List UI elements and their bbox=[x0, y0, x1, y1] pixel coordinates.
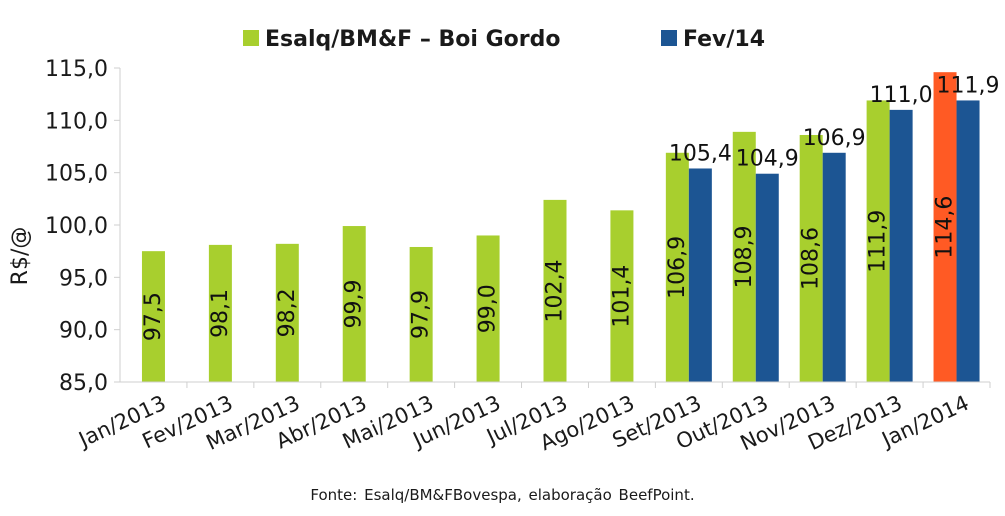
data-label-esalq: 106,9 bbox=[665, 236, 690, 299]
legend-label-esalq: Esalq/BM&F – Boi Gordo bbox=[265, 27, 560, 52]
y-tick-label: 85,0 bbox=[59, 371, 108, 396]
y-tick-label: 115,0 bbox=[45, 57, 108, 82]
bar-esalq bbox=[799, 134, 823, 382]
data-label-fev14: 111,9 bbox=[937, 73, 1000, 98]
data-label-esalq: 101,4 bbox=[609, 265, 634, 328]
bar-esalq bbox=[208, 244, 232, 382]
data-label-fev14: 106,9 bbox=[803, 126, 866, 151]
data-label-esalq: 102,4 bbox=[543, 259, 568, 322]
data-label-esalq: 98,2 bbox=[275, 288, 300, 337]
data-label-esalq: 97,9 bbox=[409, 290, 434, 339]
bar-esalq bbox=[476, 235, 500, 382]
legend-swatch-esalq bbox=[243, 30, 259, 46]
bars bbox=[141, 72, 980, 383]
bar-esalq bbox=[866, 100, 890, 383]
y-axis-label: R$/@ bbox=[8, 227, 33, 286]
legend: Esalq/BM&F – Boi Gordo Fev/14 bbox=[243, 27, 765, 52]
y-tick-label: 90,0 bbox=[59, 319, 108, 344]
bar-fev14 bbox=[956, 100, 980, 383]
bar-esalq bbox=[665, 152, 689, 382]
bar-esalq bbox=[409, 246, 433, 382]
data-label-esalq: 99,0 bbox=[476, 284, 501, 333]
bar-chart: Esalq/BM&F – Boi Gordo Fev/14 R$/@ 85,0 9… bbox=[8, 27, 1000, 455]
legend-label-fev14: Fev/14 bbox=[683, 27, 765, 52]
bar-esalq bbox=[732, 131, 756, 382]
bar-esalq bbox=[342, 226, 366, 382]
data-labels: 97,5 98,1 98,2 99,9 97,9 99,0 102,4 101,4 106,91… bbox=[141, 73, 1000, 341]
bar-fev14 bbox=[889, 109, 913, 382]
y-tick-label: 100,0 bbox=[45, 214, 108, 239]
data-label-esalq: 97,5 bbox=[141, 292, 166, 341]
legend-swatch-fev14 bbox=[661, 30, 677, 46]
bar-fev14 bbox=[822, 152, 846, 382]
data-label-fev14: 104,9 bbox=[736, 147, 799, 172]
data-label-esalq: 99,9 bbox=[342, 280, 367, 329]
source-note: Fonte: Esalq/BM&FBovespa, elaboração Bee… bbox=[310, 486, 695, 504]
bar-esalq bbox=[543, 199, 567, 382]
y-axis-ticks: 85,0 90,0 95,0 100,0 105,0 110,0 115,0 bbox=[45, 57, 120, 396]
data-label-fev14: 111,0 bbox=[870, 83, 933, 108]
data-label-esalq: 98,1 bbox=[208, 289, 233, 338]
y-tick-label: 110,0 bbox=[45, 109, 108, 134]
y-tick-label: 105,0 bbox=[45, 162, 108, 187]
x-axis-ticks: Jan/2013Fev/2013Mar/2013Abr/2013Mai/2013… bbox=[73, 382, 991, 455]
bar-esalq bbox=[275, 243, 299, 382]
data-label-esalq: 108,6 bbox=[799, 227, 824, 290]
bar-esalq bbox=[610, 210, 634, 382]
bar-esalq bbox=[933, 72, 957, 382]
bar-fev14 bbox=[755, 173, 779, 382]
y-tick-label: 95,0 bbox=[59, 266, 108, 291]
bar-esalq bbox=[141, 251, 165, 382]
data-label-esalq: 111,9 bbox=[866, 210, 891, 273]
data-label-esalq: 114,6 bbox=[933, 196, 958, 259]
bar-fev14 bbox=[688, 168, 712, 382]
data-label-fev14: 105,4 bbox=[669, 141, 732, 166]
data-label-esalq: 108,9 bbox=[732, 225, 757, 288]
